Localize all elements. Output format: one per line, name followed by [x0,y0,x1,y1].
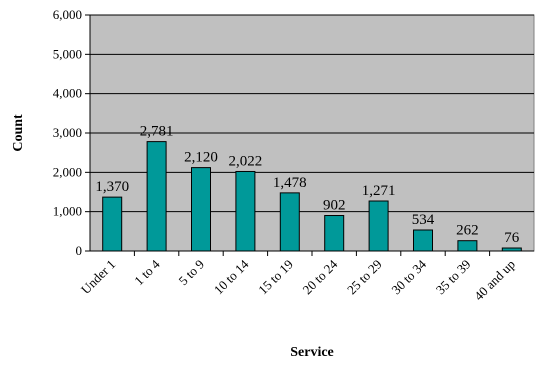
data-labels: 1,370 2,781 2,120 2,022 1,478 902 1,271 534 262 7… [95,124,519,246]
x-tick-label: 1 to 4 [131,256,163,288]
bar [191,167,211,252]
x-tick-label: 20 to 24 [300,256,341,297]
bar [102,196,123,252]
data-label: 2,120 [184,150,218,166]
data-label: 262 [456,223,479,239]
bar [279,192,300,252]
x-tick-label: 25 to 29 [344,257,385,298]
data-label: 1,370 [95,179,129,195]
y-tick-label: 5,000 [53,46,82,61]
x-tick-label: Under 1 [78,257,118,297]
x-axis-ticks: Under 1 1 to 4 5 to 9 10 to 14 15 to 19 20 to… [78,251,518,303]
bar [324,215,345,252]
y-tick-label: 0 [76,243,83,258]
bar [146,141,167,252]
x-tick-label: 5 to 9 [176,257,208,289]
bar [457,240,478,252]
bar [368,200,389,252]
data-label: 1,271 [362,183,396,199]
data-label: 76 [504,230,520,246]
x-tick-label: 30 to 34 [388,256,429,297]
data-label: 1,478 [273,175,307,191]
y-tick-label: 3,000 [53,125,82,140]
y-axis-ticks: 0 1,000 2,000 3,000 4,000 5,000 6,000 [53,7,90,258]
x-axis-title: Service [290,345,334,360]
data-label: 2,022 [229,153,263,169]
x-tick-label: 10 to 14 [211,256,252,297]
x-tick-label: 40 and up [471,257,518,304]
bar [235,170,256,252]
y-tick-label: 1,000 [53,204,82,219]
x-tick-label: 35 to 39 [433,257,474,298]
y-tick-label: 4,000 [53,86,82,101]
y-tick-label: 6,000 [53,7,82,22]
data-label: 534 [412,212,435,228]
y-axis-title: Count [11,114,26,152]
bars [102,141,522,252]
data-label: 902 [323,198,346,214]
data-label: 2,781 [140,124,174,140]
y-tick-label: 2,000 [53,164,82,179]
bar [413,229,433,252]
x-tick-label: 15 to 19 [255,257,296,298]
